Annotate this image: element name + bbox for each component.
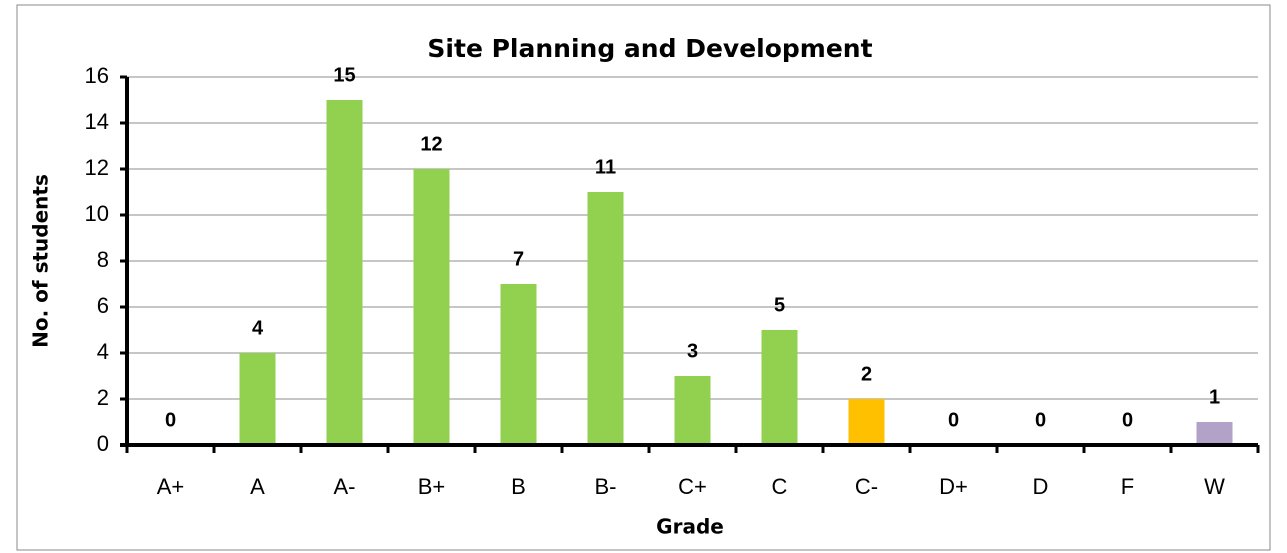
data-label: 15 [333, 64, 355, 86]
x-tick-label: A [250, 474, 265, 499]
data-label: 0 [165, 409, 176, 431]
y-tick-label: 14 [85, 109, 109, 134]
bar [587, 192, 624, 445]
y-tick-label: 8 [97, 247, 109, 272]
x-tick-label: C+ [678, 474, 707, 499]
data-label: 0 [948, 409, 959, 431]
x-tick-label: W [1204, 474, 1225, 499]
bar [326, 100, 363, 445]
y-tick-label: 12 [85, 155, 109, 180]
y-tick-label: 16 [85, 63, 109, 88]
bar [674, 376, 711, 445]
bar [500, 284, 537, 445]
x-tick-label: B+ [418, 474, 446, 499]
data-label: 4 [252, 317, 264, 339]
chart-title: Site Planning and Development [427, 34, 872, 63]
x-tick-label: B- [595, 474, 617, 499]
x-tick-label: C [772, 474, 788, 499]
data-label: 0 [1122, 409, 1133, 431]
bar [413, 169, 450, 445]
data-label: 12 [420, 133, 442, 155]
bar [848, 399, 885, 445]
data-label: 7 [513, 248, 524, 270]
chart-frame [16, 4, 1271, 551]
x-tick-label: D+ [939, 474, 968, 499]
x-tick-label: C- [855, 474, 878, 499]
x-tick-label: B [511, 474, 526, 499]
bar [1196, 422, 1233, 445]
data-label: 2 [861, 363, 872, 385]
data-label: 0 [1035, 409, 1046, 431]
x-tick-label: D [1033, 474, 1049, 499]
data-label: 5 [774, 294, 785, 316]
x-axis-title: Grade [656, 515, 724, 539]
y-tick-label: 6 [97, 293, 109, 318]
data-label: 11 [595, 156, 616, 178]
bar [239, 353, 276, 445]
data-label: 1 [1209, 386, 1220, 408]
y-tick-label: 0 [97, 431, 109, 456]
y-tick-label: 4 [97, 339, 109, 364]
x-tick-label: F [1121, 474, 1134, 499]
data-label: 3 [687, 340, 698, 362]
x-tick-label: A+ [157, 474, 185, 499]
y-tick-label: 10 [85, 201, 109, 226]
bar [761, 330, 798, 445]
y-tick-label: 2 [97, 385, 109, 410]
y-axis-title: No. of students [29, 174, 53, 348]
x-tick-label: A- [334, 474, 356, 499]
